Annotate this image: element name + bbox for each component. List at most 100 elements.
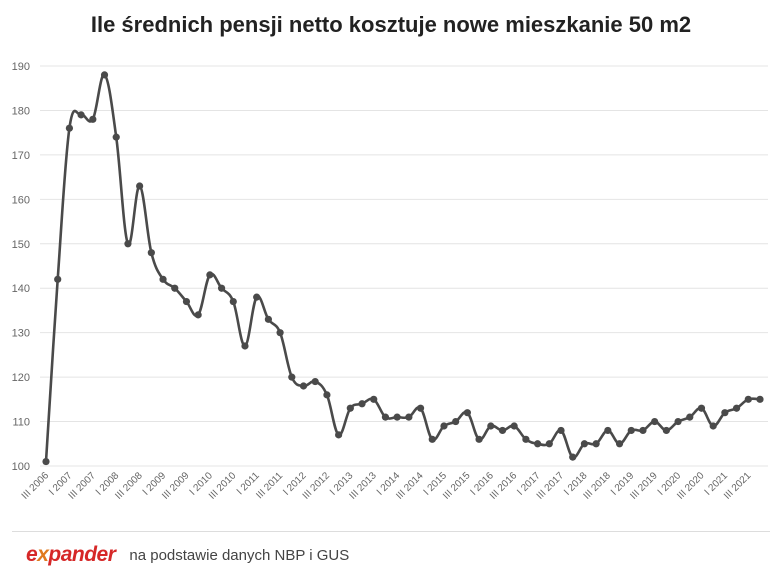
data-point[interactable] [276, 329, 284, 337]
data-point[interactable] [194, 311, 202, 319]
x-tick-label: III 2021 [722, 470, 754, 502]
y-tick-label: 160 [12, 194, 30, 206]
logo-rest: pander [48, 543, 116, 566]
data-point[interactable] [522, 435, 530, 443]
x-tick-label: III 2007 [67, 470, 99, 502]
data-point[interactable] [475, 435, 483, 443]
data-point[interactable] [89, 115, 97, 123]
data-point[interactable] [452, 417, 460, 426]
x-tick-label: III 2019 [628, 470, 660, 502]
data-point[interactable] [241, 342, 249, 350]
data-point[interactable] [182, 297, 191, 306]
x-tick-label: III 2018 [582, 470, 614, 502]
data-point[interactable] [615, 440, 624, 448]
x-tick-label: III 2020 [675, 470, 707, 502]
y-tick-label: 190 [12, 61, 30, 73]
chart-title: Ile średnich pensji netto kosztuje nowe … [90, 12, 692, 37]
x-tick-label: III 2009 [160, 470, 192, 502]
data-point[interactable] [721, 409, 729, 417]
data-point[interactable] [229, 297, 237, 306]
y-tick-label: 110 [12, 417, 30, 429]
data-point[interactable] [580, 440, 589, 448]
data-point[interactable] [627, 426, 635, 435]
data-point[interactable] [639, 426, 647, 435]
data-point[interactable] [428, 435, 436, 443]
data-point[interactable] [65, 124, 74, 132]
x-tick-label: III 2012 [301, 470, 333, 502]
data-point[interactable] [358, 400, 366, 408]
data-point[interactable] [335, 431, 343, 439]
x-tick-label: III 2014 [394, 470, 426, 502]
y-axis-ticks: 100 110 120 130 140 150 160 170 180 190 [12, 61, 30, 473]
y-tick-label: 180 [12, 105, 30, 117]
data-point[interactable] [416, 404, 425, 412]
data-point[interactable] [463, 409, 471, 417]
data-point[interactable] [311, 377, 319, 386]
data-point[interactable] [744, 395, 752, 403]
data-point[interactable] [124, 240, 132, 248]
data-point[interactable] [100, 71, 109, 79]
expander-logo[interactable]: e x pander [26, 543, 116, 567]
data-point[interactable] [534, 440, 542, 448]
data-point[interactable] [159, 275, 167, 283]
grid-lines [40, 65, 768, 467]
data-point[interactable] [54, 275, 62, 283]
data-point[interactable] [370, 395, 378, 403]
data-point[interactable] [674, 417, 682, 426]
data-point[interactable] [510, 422, 518, 430]
footer: e x pander na podstawie danych NBP i GUS [26, 541, 349, 569]
source-note: na podstawie danych NBP i GUS [129, 546, 350, 564]
data-point[interactable] [323, 391, 331, 399]
data-point[interactable] [299, 382, 308, 390]
data-point[interactable] [264, 315, 272, 323]
x-tick-label: III 2016 [488, 470, 520, 502]
data-point[interactable] [42, 457, 50, 466]
footer-divider [12, 531, 770, 532]
y-tick-label: 140 [12, 283, 30, 295]
data-point[interactable] [393, 413, 401, 421]
x-tick-label: III 2006 [20, 470, 52, 502]
x-tick-label: III 2013 [347, 470, 379, 502]
data-point[interactable] [147, 249, 155, 257]
data-point[interactable] [569, 453, 577, 461]
data-point[interactable] [487, 422, 495, 430]
data-point[interactable] [662, 426, 670, 435]
data-point[interactable] [253, 293, 261, 301]
data-point[interactable] [440, 422, 448, 430]
y-tick-label: 100 [12, 461, 30, 473]
y-tick-label: 170 [12, 150, 30, 162]
data-point[interactable] [136, 182, 144, 190]
series-line [44, 73, 762, 463]
logo-letter-e: e [26, 543, 38, 566]
data-point[interactable] [557, 426, 565, 435]
data-point[interactable] [381, 413, 390, 421]
data-point[interactable] [112, 133, 120, 141]
data-point[interactable] [686, 413, 694, 421]
x-tick-label: III 2017 [535, 470, 567, 502]
data-point[interactable] [171, 284, 179, 292]
data-point[interactable] [709, 422, 717, 430]
data-point[interactable] [732, 404, 741, 412]
x-tick-label: III 2010 [207, 470, 239, 502]
logo-letter-x: x [37, 543, 49, 566]
data-point[interactable] [756, 395, 764, 403]
data-point[interactable] [498, 426, 507, 435]
data-points [42, 71, 764, 466]
x-tick-label: III 2015 [441, 470, 473, 502]
data-point[interactable] [604, 426, 612, 435]
data-point[interactable] [206, 271, 214, 279]
x-tick-label: III 2011 [254, 470, 285, 501]
y-tick-label: 150 [12, 239, 30, 251]
data-point[interactable] [405, 413, 413, 421]
data-point[interactable] [651, 417, 659, 426]
data-point[interactable] [77, 111, 85, 119]
data-point[interactable] [697, 404, 706, 412]
data-point[interactable] [288, 373, 296, 381]
data-point[interactable] [346, 404, 354, 412]
data-point[interactable] [592, 440, 600, 448]
data-point[interactable] [545, 440, 553, 448]
data-point[interactable] [217, 284, 226, 292]
y-tick-label: 120 [12, 372, 30, 384]
